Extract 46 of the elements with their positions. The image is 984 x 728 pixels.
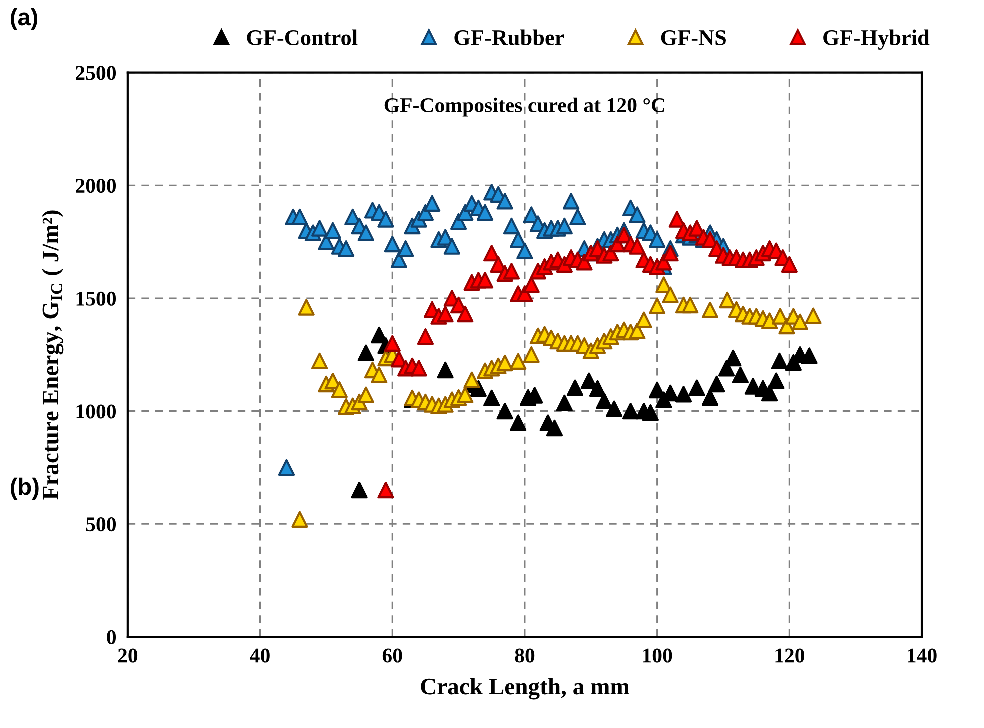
point [702, 389, 719, 406]
point [675, 386, 692, 403]
point [688, 380, 706, 396]
point [606, 400, 623, 418]
y-tick-label: 0 [107, 630, 116, 644]
y-tick-label: 2500 [76, 66, 116, 80]
point [771, 352, 788, 370]
point [596, 392, 613, 410]
point [580, 372, 598, 390]
legend-label: GF-Control [247, 30, 358, 46]
y-tick-label: 1000 [76, 404, 116, 419]
point [437, 362, 454, 379]
legend-label: GF-Hybrid [824, 30, 930, 50]
y-tick-label: 500 [86, 518, 116, 532]
x-tick-label: 120 [776, 648, 804, 663]
x-tick-label: 140 [908, 648, 937, 663]
legend-label: GF-NS [661, 30, 726, 46]
text: (a) [11, 8, 38, 30]
point [708, 376, 726, 393]
point [761, 384, 778, 402]
point [351, 482, 368, 499]
point [642, 404, 660, 422]
legend-label: GF-Rubber [454, 30, 564, 46]
y-tick-label: 2000 [76, 179, 116, 194]
x-tick-label: 60 [382, 648, 402, 663]
y-axis-title: Fracture Energy, G$_{IC}$ ( J/m²) [42, 210, 64, 500]
point [510, 414, 527, 432]
point [496, 402, 514, 420]
point [556, 394, 573, 412]
x-tick-label: 20 [118, 648, 138, 663]
point [358, 344, 374, 362]
point [484, 390, 500, 407]
y-tick-label: 1500 [76, 292, 116, 306]
point [546, 420, 564, 437]
point [589, 380, 606, 398]
x-tick-label: 80 [515, 648, 535, 663]
point [768, 372, 785, 390]
text: GF-Composites cured at 120 °C [384, 98, 664, 117]
point [732, 366, 750, 384]
x-tick-label: 100 [643, 648, 672, 663]
x-axis-title: Crack Length, a mm [421, 678, 630, 700]
x-tick-label: 40 [250, 648, 270, 663]
point [566, 380, 584, 396]
text: (b) [11, 478, 39, 500]
point [801, 348, 818, 364]
point [622, 402, 640, 420]
